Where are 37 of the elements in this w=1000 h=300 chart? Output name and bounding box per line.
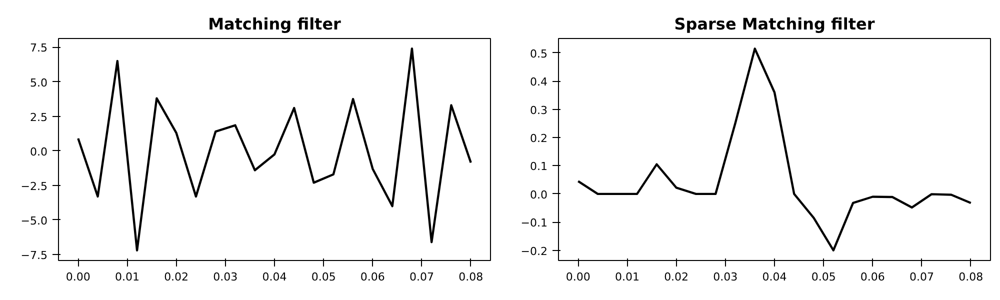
x-tick-label: 0.01: [614, 270, 640, 284]
x-tick-label: 0.03: [713, 270, 738, 284]
y-tick-label: 0.3: [530, 104, 548, 117]
x-tick-label: 0.01: [114, 270, 140, 284]
x-tick-label: 0.00: [566, 270, 590, 284]
y-tick-label: 0.4: [530, 76, 548, 89]
x-tick-label: 0.02: [664, 270, 689, 284]
x-tick-label: 0.06: [860, 270, 885, 284]
x-tick-label: 0.03: [213, 270, 238, 284]
x-tick-label: 0.06: [360, 270, 385, 284]
x-tick-label: 0.05: [811, 270, 836, 284]
x-tick-label: 0.05: [311, 270, 336, 284]
chart-title: Sparse Matching filter: [674, 14, 875, 34]
x-tick-label: 0.08: [958, 270, 984, 284]
chart-title: Matching filter: [208, 14, 342, 34]
y-tick-label: −0.2: [520, 244, 548, 258]
x-tick-label: 0.04: [262, 270, 287, 284]
y-tick-label: 0.2: [530, 132, 548, 146]
x-tick-label: 0.08: [458, 270, 484, 284]
x-tick-label: 0.07: [410, 270, 434, 284]
y-tick-label: −5.0: [20, 214, 48, 228]
y-tick-label: 7.5: [30, 42, 48, 55]
y-tick-label: −7.5: [20, 249, 48, 262]
y-tick-label: 0.0: [30, 145, 48, 158]
x-tick-label: 0.02: [164, 270, 189, 284]
y-tick-label: 2.5: [30, 110, 48, 124]
y-tick-label: −0.1: [520, 216, 548, 230]
y-tick-label: 5.0: [30, 76, 48, 90]
y-tick-label: 0.5: [530, 47, 548, 60]
x-tick-label: 0.00: [66, 270, 90, 284]
x-tick-label: 0.04: [762, 270, 787, 284]
y-tick-label: 0.1: [530, 160, 548, 174]
y-tick-label: 0.0: [530, 188, 548, 202]
line-series: [77, 47, 472, 252]
line-series: [577, 48, 972, 252]
x-tick-label: 0.07: [910, 270, 934, 284]
y-tick-label: −2.5: [20, 180, 48, 193]
